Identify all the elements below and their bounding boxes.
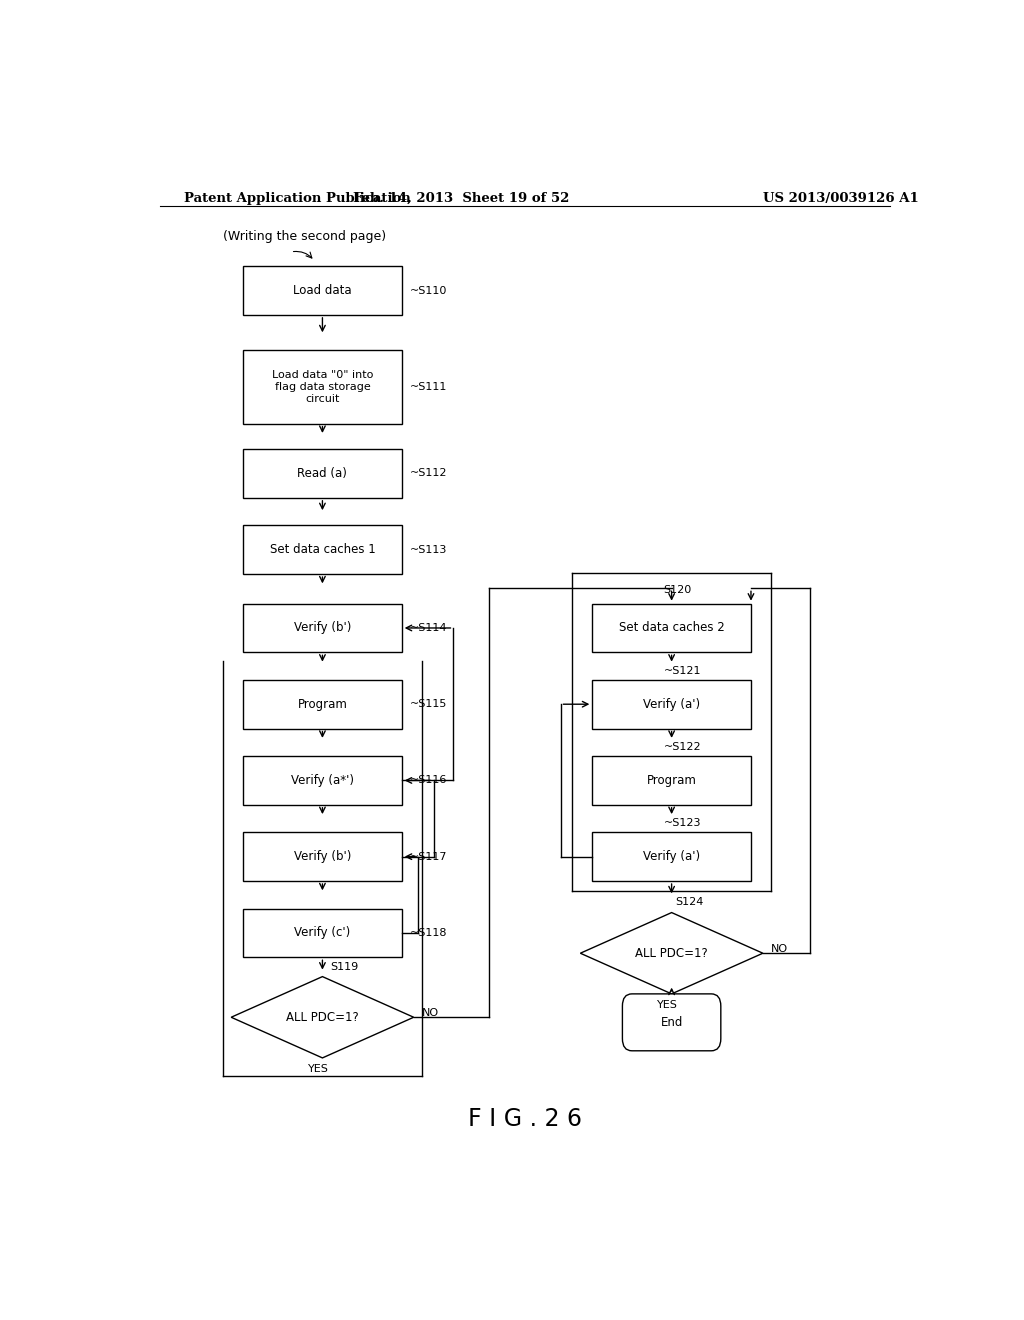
- Text: YES: YES: [308, 1064, 329, 1074]
- Text: NO: NO: [771, 944, 787, 954]
- Text: Feb. 14, 2013  Sheet 19 of 52: Feb. 14, 2013 Sheet 19 of 52: [353, 191, 569, 205]
- Text: NO: NO: [422, 1008, 438, 1018]
- Text: Verify (a'): Verify (a'): [643, 850, 700, 863]
- Bar: [243, 756, 401, 805]
- Text: ~S121: ~S121: [664, 665, 701, 676]
- Text: ~S114: ~S114: [410, 623, 447, 634]
- Text: Verify (b'): Verify (b'): [294, 622, 351, 635]
- Text: End: End: [660, 1016, 683, 1028]
- Text: ~S112: ~S112: [410, 469, 447, 478]
- Text: US 2013/0039126 A1: US 2013/0039126 A1: [763, 191, 919, 205]
- Bar: [592, 833, 751, 880]
- Bar: [243, 351, 401, 424]
- Text: S124: S124: [676, 898, 703, 907]
- Text: Program: Program: [647, 774, 696, 787]
- Bar: [243, 449, 401, 498]
- Bar: [592, 680, 751, 729]
- FancyBboxPatch shape: [623, 994, 721, 1051]
- Bar: [592, 756, 751, 805]
- Text: Set data caches 2: Set data caches 2: [618, 622, 725, 635]
- Text: ~S118: ~S118: [410, 928, 447, 939]
- Text: ~S123: ~S123: [664, 818, 701, 828]
- Text: Verify (c'): Verify (c'): [294, 927, 350, 940]
- Text: ~S122: ~S122: [664, 742, 701, 752]
- Polygon shape: [581, 912, 763, 994]
- Text: Load data "0" into
flag data storage
circuit: Load data "0" into flag data storage cir…: [271, 370, 373, 404]
- Text: Load data: Load data: [293, 284, 352, 297]
- Text: Set data caches 1: Set data caches 1: [269, 544, 376, 556]
- Text: Read (a): Read (a): [298, 467, 347, 480]
- Text: Verify (b'): Verify (b'): [294, 850, 351, 863]
- Text: S120: S120: [664, 586, 692, 595]
- Text: Verify (a*'): Verify (a*'): [291, 774, 354, 787]
- Polygon shape: [231, 977, 414, 1057]
- Text: ~S111: ~S111: [410, 381, 447, 392]
- Text: ~S117: ~S117: [410, 851, 447, 862]
- Bar: [243, 267, 401, 315]
- Text: S119: S119: [331, 961, 358, 972]
- Bar: [243, 603, 401, 652]
- Text: YES: YES: [657, 1001, 678, 1010]
- Text: Program: Program: [298, 698, 347, 710]
- Bar: [243, 525, 401, 574]
- Text: ALL PDC=1?: ALL PDC=1?: [635, 946, 708, 960]
- Bar: [243, 680, 401, 729]
- Bar: [243, 833, 401, 880]
- Text: ~S113: ~S113: [410, 545, 447, 554]
- Text: F I G . 2 6: F I G . 2 6: [468, 1107, 582, 1131]
- Text: (Writing the second page): (Writing the second page): [223, 230, 386, 243]
- Bar: [243, 908, 401, 957]
- Text: Patent Application Publication: Patent Application Publication: [183, 191, 411, 205]
- Text: ~S115: ~S115: [410, 700, 447, 709]
- Text: ~S110: ~S110: [410, 285, 447, 296]
- Text: ~S116: ~S116: [410, 775, 447, 785]
- Text: ALL PDC=1?: ALL PDC=1?: [286, 1011, 358, 1024]
- Text: Verify (a'): Verify (a'): [643, 698, 700, 710]
- Bar: [592, 603, 751, 652]
